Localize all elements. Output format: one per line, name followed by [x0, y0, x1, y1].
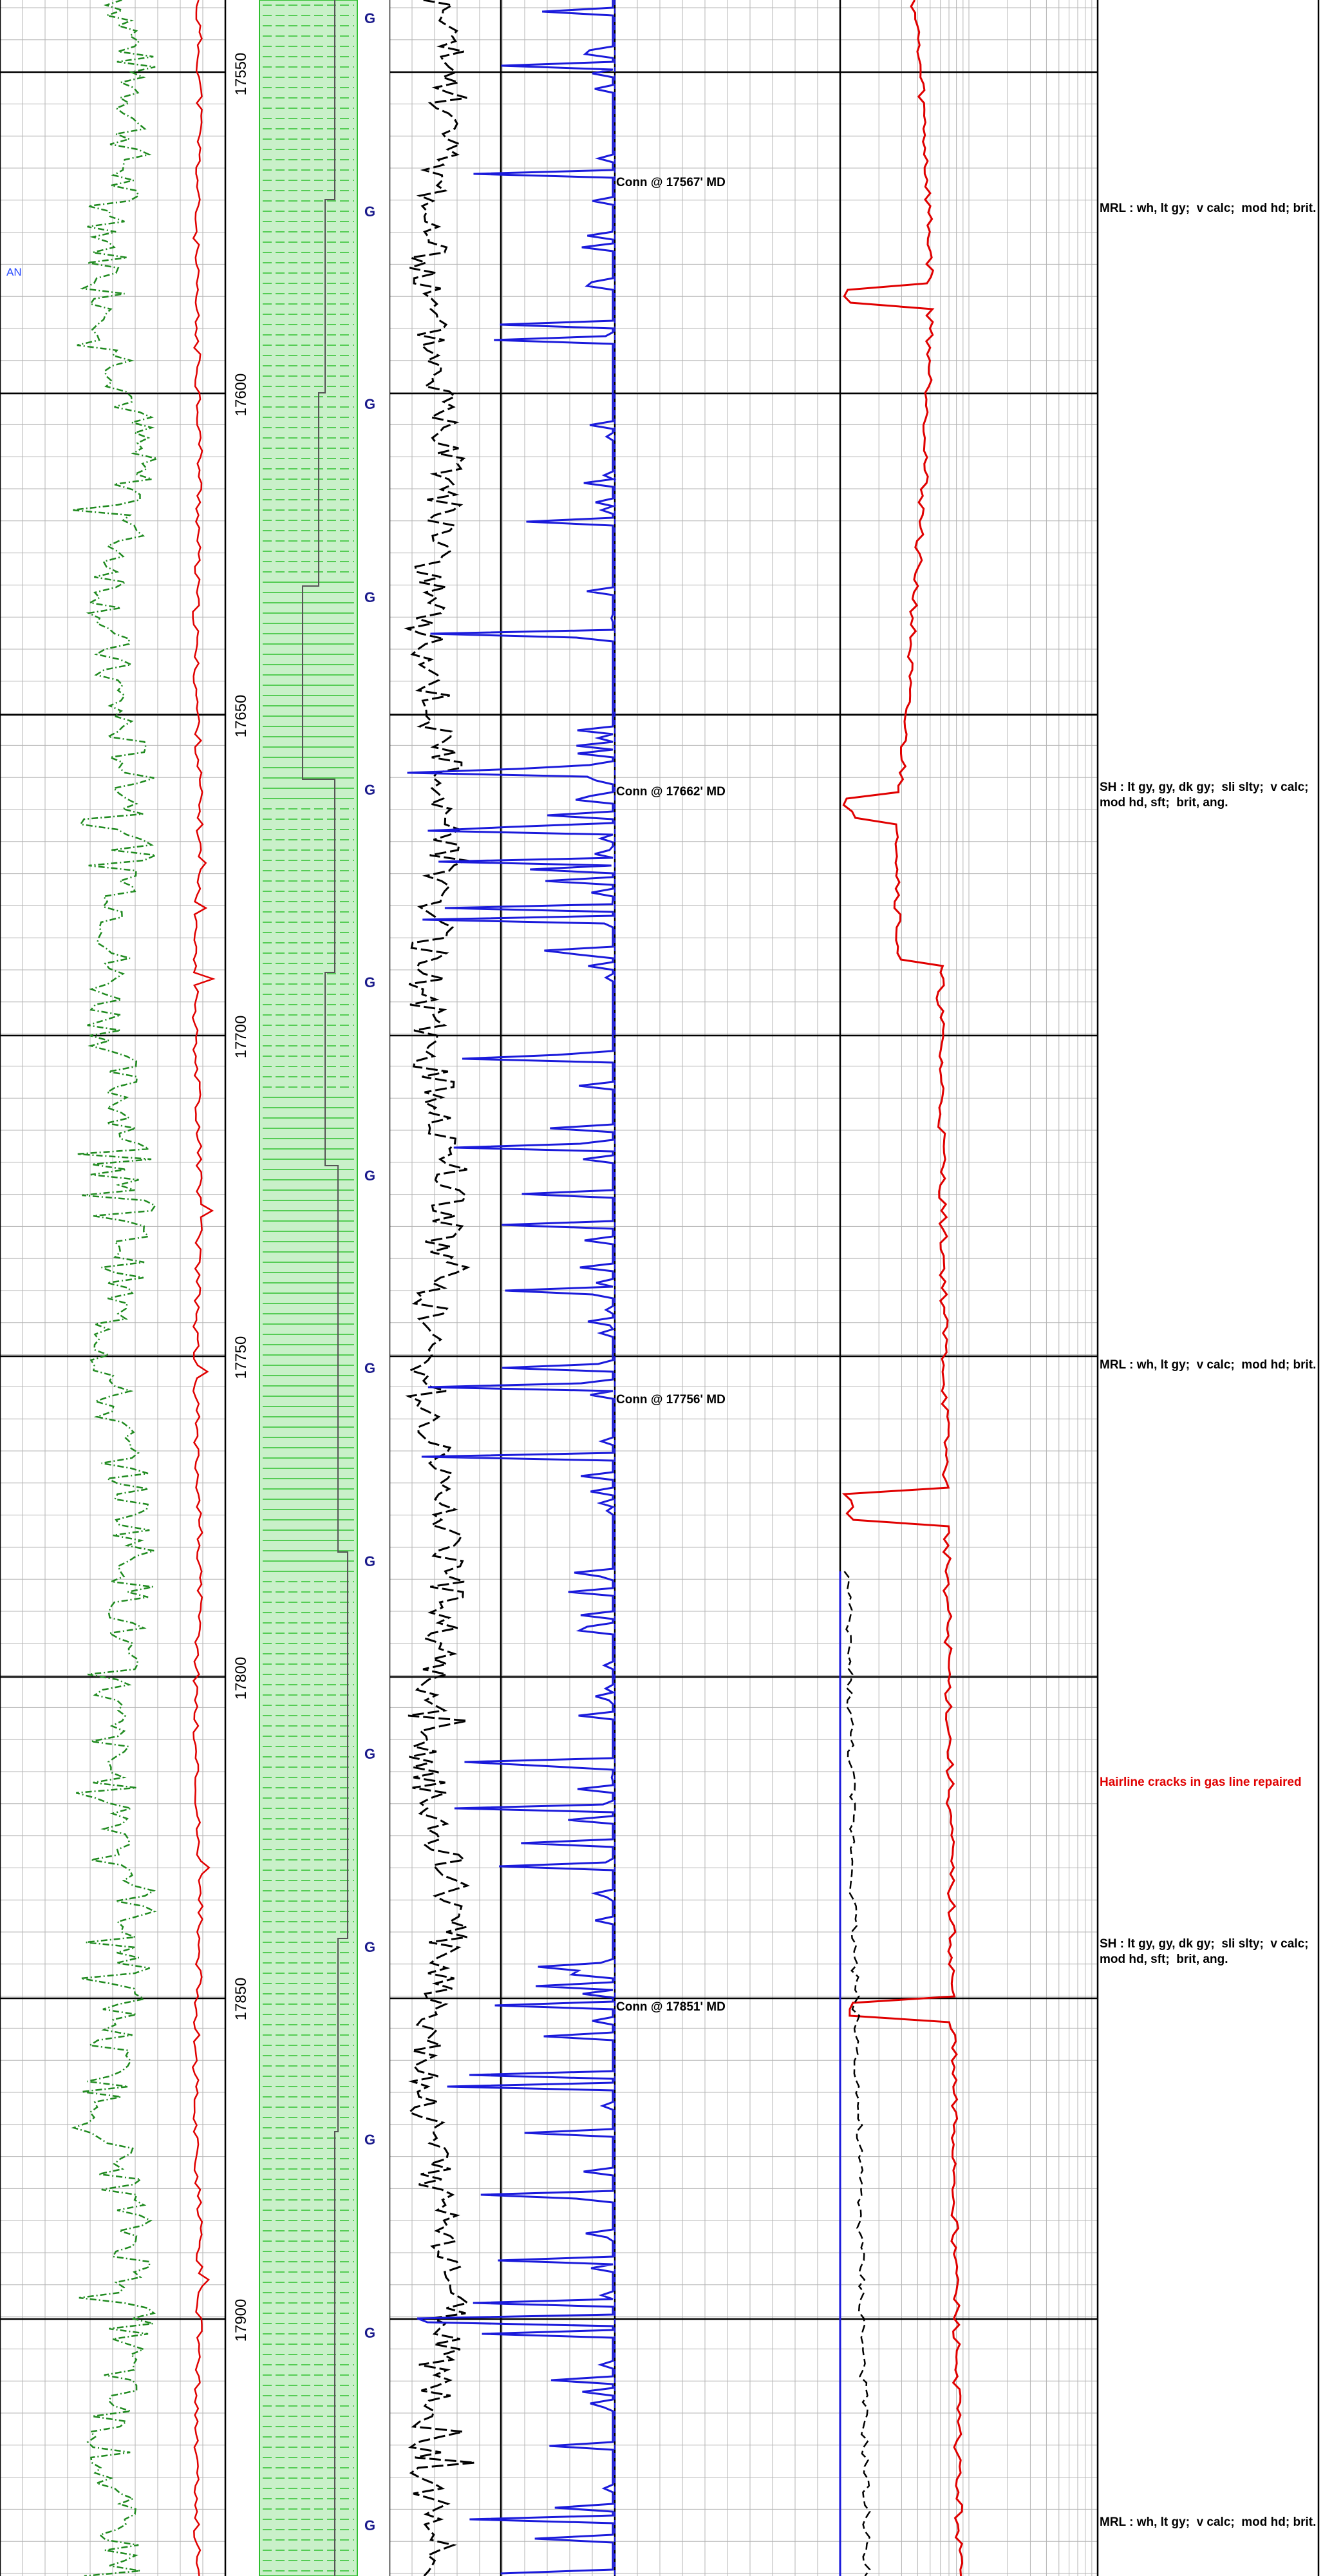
gas-marker: G — [364, 782, 375, 798]
depth-label: 17750 — [232, 1336, 250, 1379]
gas-marker: G — [364, 2325, 375, 2341]
depth-labels: 17550 17600 17650 17700 17750 17800 1785… — [232, 53, 250, 2342]
gas-marker: G — [364, 1939, 375, 1955]
rop-curve — [191, 0, 216, 2576]
lithology-remark: SH : lt gy, gy, dk gy; sli slty; v calc;… — [1100, 1937, 1316, 1966]
depth-label: 17650 — [232, 695, 250, 738]
secondary-curve — [843, 1571, 871, 2576]
gas-marker: G — [364, 1168, 375, 1184]
gas-marker: G — [364, 589, 375, 605]
depth-label: 17600 — [232, 374, 250, 417]
gas-marker: G — [364, 974, 375, 990]
gas-marker: G — [364, 2517, 375, 2533]
dexp-curve — [841, 0, 964, 2576]
connection-label: Conn @ 17662' MD — [616, 785, 726, 799]
gas-markers: G G G G G G G G G G G G G G — [364, 10, 375, 2533]
connection-label: Conn @ 17756' MD — [616, 1393, 726, 1406]
lithology-margin — [357, 0, 389, 2576]
total-gas-curve — [407, 0, 617, 2575]
chromatograph-curve — [404, 0, 475, 2576]
depth-label: 17550 — [232, 53, 250, 96]
gas-marker: G — [364, 10, 375, 26]
connection-labels: Conn @ 17567' MD Conn @ 17662' MD Conn @… — [616, 176, 726, 2014]
operations-remark: Hairline cracks in gas line repaired — [1100, 1776, 1302, 1789]
gas-marker: G — [364, 1746, 375, 1762]
gas-marker: G — [364, 396, 375, 412]
depth-label: 17850 — [232, 1978, 250, 2021]
track1-annotation: AN — [6, 266, 22, 278]
lithology-fill — [259, 0, 358, 2576]
lithology-column — [259, 0, 389, 2576]
lithology-remark: SH : lt gy, gy, dk gy; sli slty; v calc;… — [1100, 781, 1316, 810]
depth-label: 17900 — [232, 2299, 250, 2342]
connection-label: Conn @ 17851' MD — [616, 2000, 726, 2014]
gas-marker: G — [364, 204, 375, 220]
connection-label: Conn @ 17567' MD — [616, 176, 726, 189]
gas-marker: G — [364, 1360, 375, 1376]
gamma-ray-curve — [71, 0, 160, 2576]
log-curves — [71, 0, 964, 2576]
gas-marker: G — [364, 1553, 375, 1569]
lithology-boundary — [302, 0, 348, 2576]
lithology-remark: MRL : wh, lt gy; v calc; mod hd; brit. — [1100, 1358, 1317, 1372]
depth-label: 17700 — [232, 1016, 250, 1059]
lithology-remark: MRL : wh, lt gy; v calc; mod hd; brit. — [1100, 202, 1317, 215]
lithology-remark: MRL : wh, lt gy; v calc; mod hd; brit. — [1100, 2515, 1317, 2529]
depth-label: 17800 — [232, 1657, 250, 1700]
gas-marker: G — [364, 2132, 375, 2148]
